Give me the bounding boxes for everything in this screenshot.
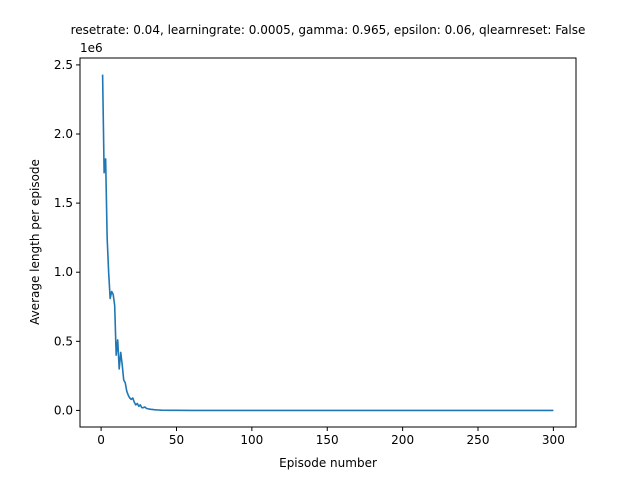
axes-frame <box>79 57 577 428</box>
series-line-0 <box>101 74 554 412</box>
chart-title: resetrate: 0.04, learningrate: 0.0005, g… <box>71 23 586 37</box>
x-tick-label: 250 <box>467 433 490 447</box>
x-tick-label: 150 <box>316 433 339 447</box>
x-tick-label: 100 <box>240 433 263 447</box>
x-tick-label: 0 <box>97 433 105 447</box>
y-tick-label: 0.0 <box>54 403 73 417</box>
plot-area <box>101 74 554 412</box>
x-tick-label: 200 <box>391 433 414 447</box>
y-axis-ticks: 0.0 0.5 1.0 1.5 2.0 2.5 <box>54 58 80 417</box>
x-tick-label: 300 <box>542 433 565 447</box>
y-tick-label: 1.0 <box>54 265 73 279</box>
y-axis-scale-label: 1e6 <box>80 41 103 55</box>
y-tick-label: 1.5 <box>54 196 73 210</box>
y-axis-label: Average length per episode <box>28 159 42 325</box>
x-axis-ticks: 0 50 100 150 200 250 300 <box>97 427 565 447</box>
x-tick-label: 50 <box>169 433 184 447</box>
y-tick-label: 2.5 <box>54 58 73 72</box>
x-axis-label: Episode number <box>279 456 377 470</box>
y-tick-label: 0.5 <box>54 334 73 348</box>
y-tick-label: 2.0 <box>54 127 73 141</box>
